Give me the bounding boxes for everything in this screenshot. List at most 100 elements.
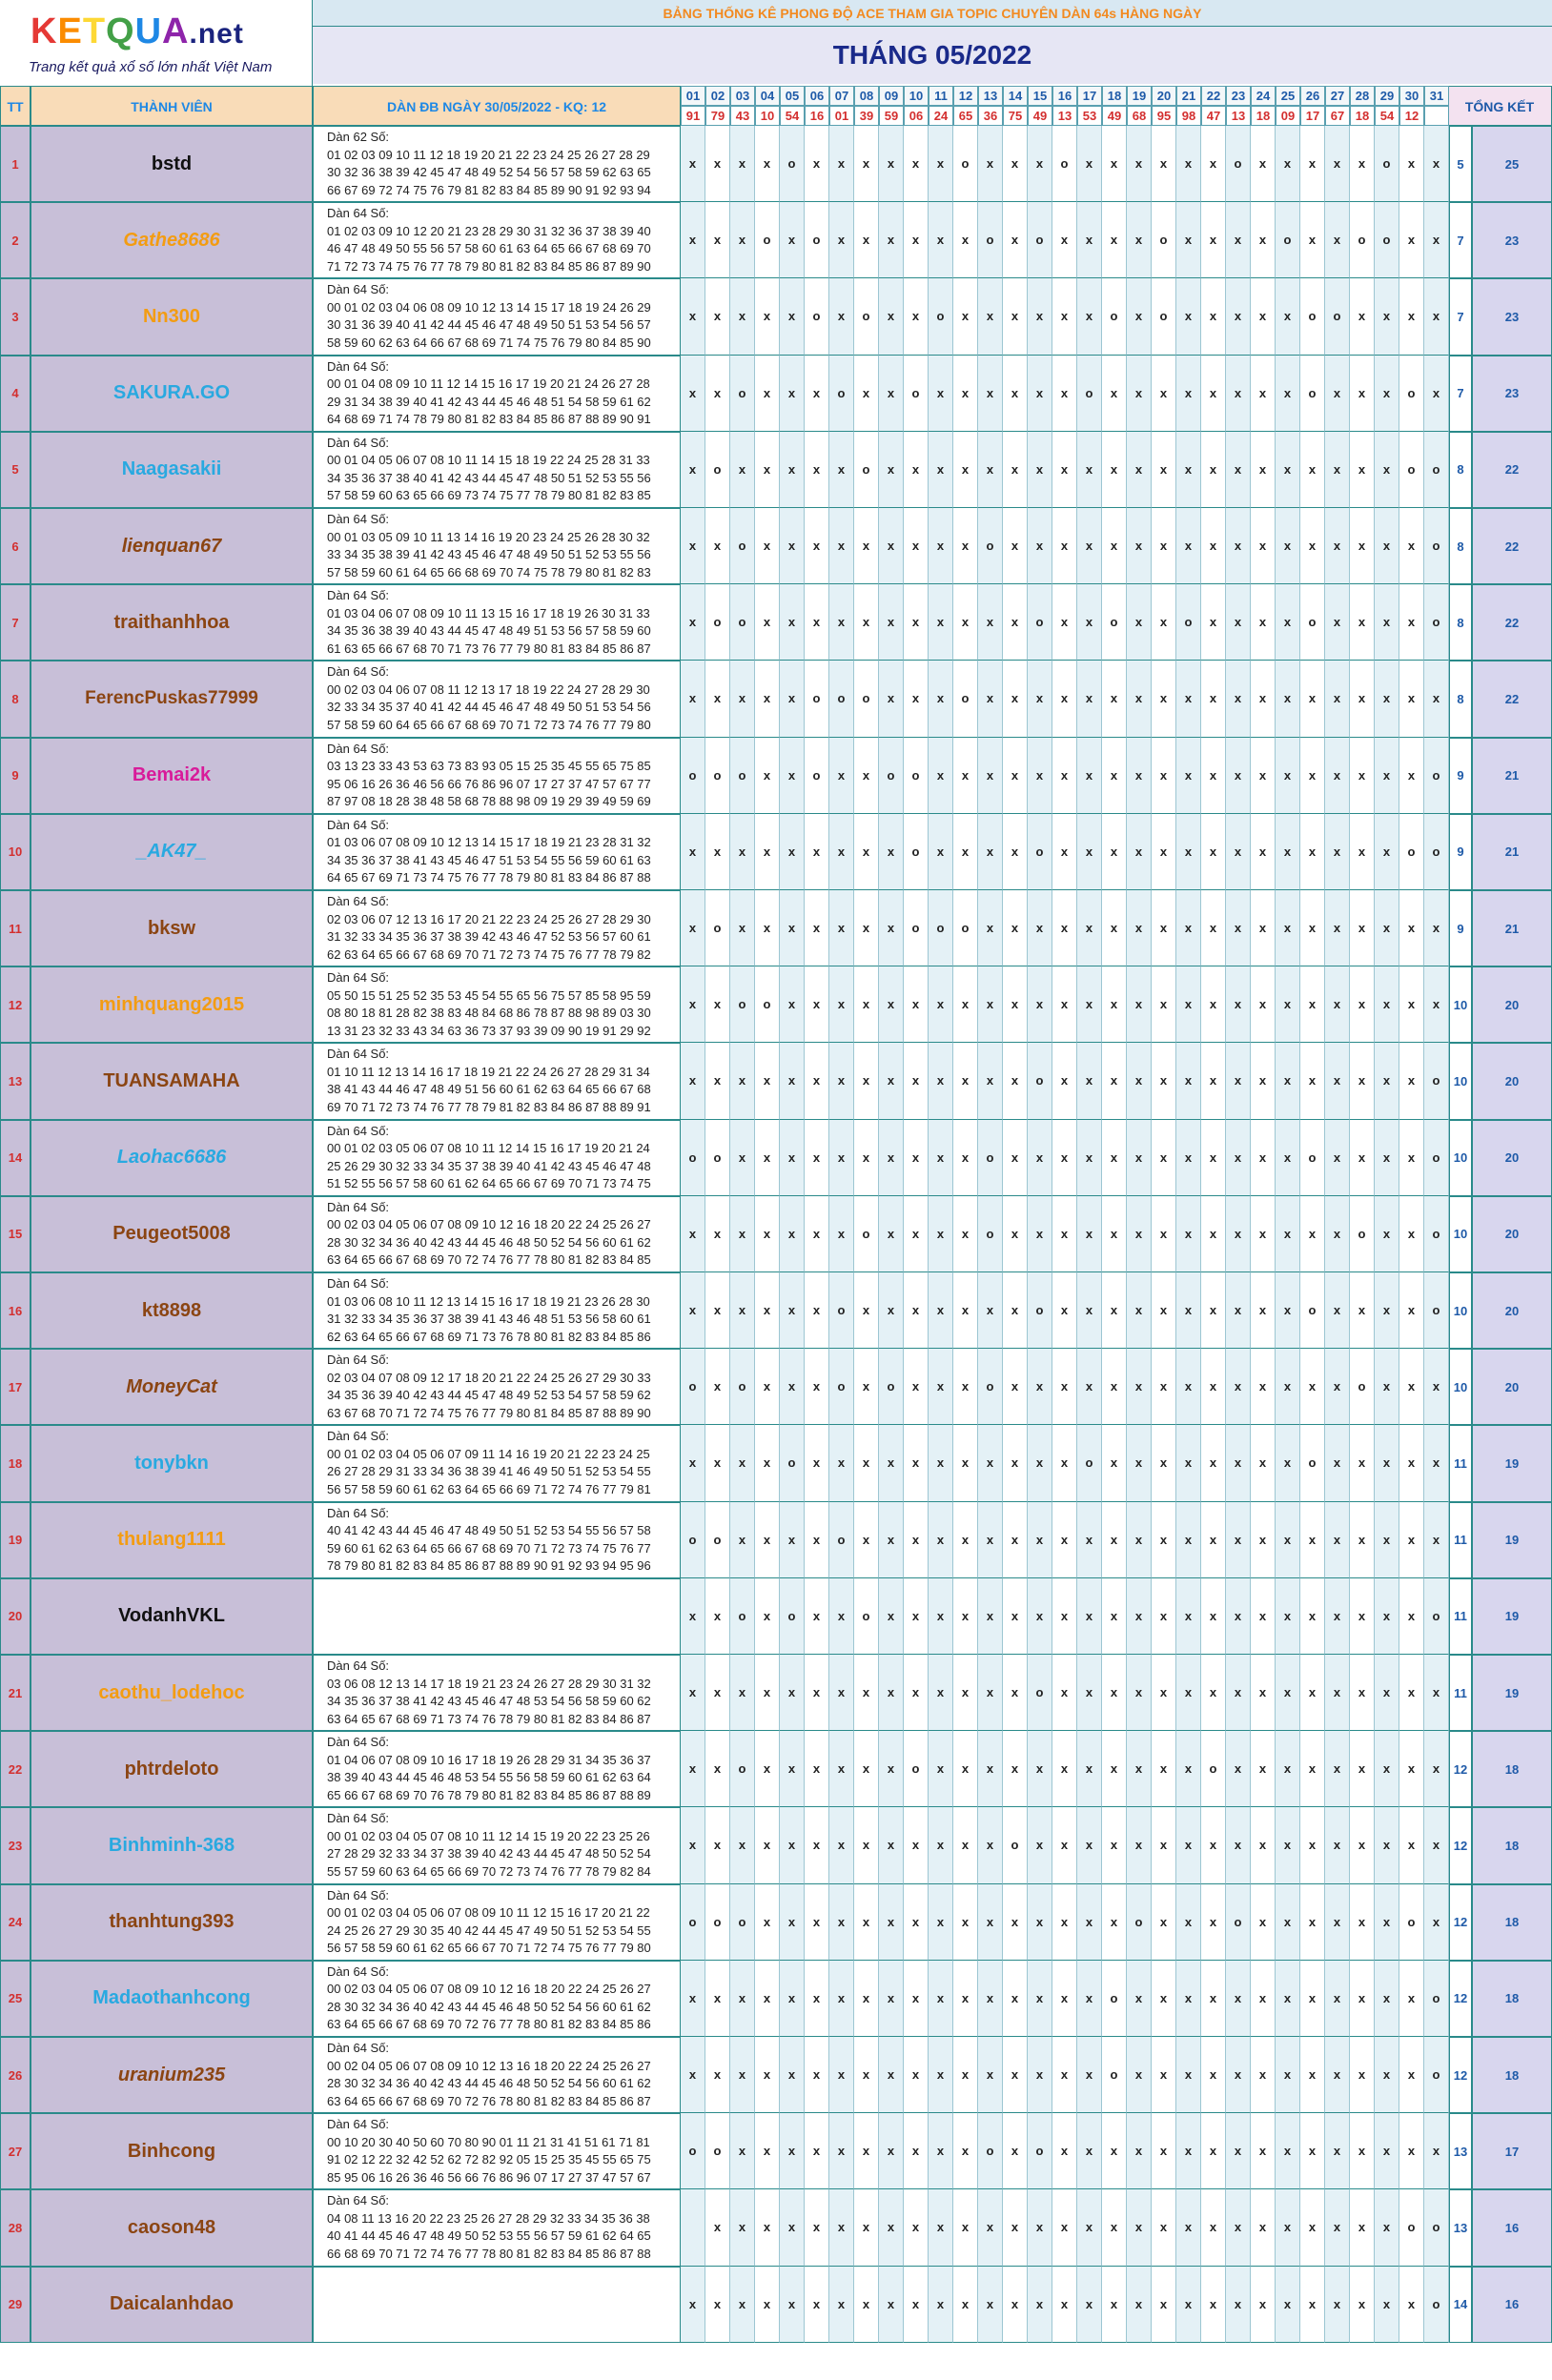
member-name[interactable]: phtrdeloto xyxy=(31,1731,313,1808)
member-name[interactable]: thulang1111 xyxy=(31,1501,313,1578)
member-name[interactable]: Bemai2k xyxy=(31,737,313,814)
total-hits: 23 xyxy=(1472,355,1552,432)
member-name[interactable]: Naagasakii xyxy=(31,431,313,508)
member-name[interactable]: bstd xyxy=(31,126,313,203)
day-result: 53 xyxy=(1077,106,1102,126)
miss-mark: x xyxy=(1003,355,1028,432)
miss-count: 7 xyxy=(1449,355,1472,432)
member-name[interactable]: tonybkn xyxy=(31,1425,313,1502)
miss-mark: x xyxy=(1176,1425,1201,1502)
site-logo[interactable]: KETQUA.net Trang kết quả xổ số lớn nhất … xyxy=(0,0,313,88)
miss-mark: x xyxy=(1399,1577,1424,1655)
miss-mark: x xyxy=(904,1272,929,1350)
miss-mark: x xyxy=(1375,1731,1399,1808)
miss-mark: x xyxy=(780,2037,805,2114)
day-result: 36 xyxy=(978,106,1003,126)
hit-mark: o xyxy=(829,1272,854,1350)
miss-mark: x xyxy=(1251,1425,1276,1502)
miss-mark: x xyxy=(1028,2266,1052,2343)
member-name[interactable]: bksw xyxy=(31,890,313,967)
hit-mark: o xyxy=(730,508,755,585)
member-name[interactable]: TUANSAMAHA xyxy=(31,1043,313,1120)
miss-mark: x xyxy=(1077,126,1102,203)
miss-mark: x xyxy=(1077,661,1102,738)
member-name[interactable]: Nn300 xyxy=(31,278,313,356)
miss-mark: x xyxy=(1399,661,1424,738)
member-name[interactable]: Gathe8686 xyxy=(31,202,313,279)
member-name[interactable]: minhquang2015 xyxy=(31,966,313,1044)
hit-mark: o xyxy=(705,737,730,814)
miss-mark: x xyxy=(705,278,730,356)
member-name[interactable]: caoson48 xyxy=(31,2189,313,2267)
member-name[interactable]: uranium235 xyxy=(31,2037,313,2114)
miss-mark: x xyxy=(1201,1577,1226,1655)
member-name[interactable]: Binhminh-368 xyxy=(31,1807,313,1884)
miss-mark: x xyxy=(1152,2113,1176,2190)
miss-mark: x xyxy=(1276,1501,1300,1578)
miss-mark: x xyxy=(1003,1425,1028,1502)
member-name[interactable]: MoneyCat xyxy=(31,1349,313,1426)
member-name[interactable]: FerencPuskas77999 xyxy=(31,661,313,738)
miss-mark: x xyxy=(1375,2189,1399,2267)
miss-mark: x xyxy=(978,1425,1003,1502)
day-result: 09 xyxy=(1276,106,1300,126)
member-name[interactable]: Laohac6686 xyxy=(31,1119,313,1196)
miss-mark: x xyxy=(1424,966,1449,1044)
member-name[interactable]: caothu_lodehoc xyxy=(31,1655,313,1732)
member-name[interactable]: kt8898 xyxy=(31,1272,313,1350)
miss-mark: x xyxy=(1102,508,1127,585)
miss-mark: x xyxy=(681,1577,705,1655)
miss-mark: x xyxy=(879,278,904,356)
miss-mark: x xyxy=(805,431,829,508)
miss-mark: x xyxy=(978,355,1003,432)
miss-mark: x xyxy=(904,661,929,738)
miss-mark: x xyxy=(1127,584,1152,661)
miss-mark: x xyxy=(1176,355,1201,432)
miss-mark: x xyxy=(780,2266,805,2343)
miss-mark: x xyxy=(730,1960,755,2037)
member-name[interactable]: SAKURA.GO xyxy=(31,355,313,432)
miss-mark: x xyxy=(1102,202,1127,279)
miss-mark: x xyxy=(1077,2266,1102,2343)
member-name[interactable]: Peugeot5008 xyxy=(31,1195,313,1272)
miss-mark: x xyxy=(1424,1883,1449,1961)
member-name[interactable]: _AK47_ xyxy=(31,813,313,890)
member-name[interactable]: traithanhhoa xyxy=(31,584,313,661)
miss-mark: x xyxy=(1350,966,1375,1044)
miss-mark: x xyxy=(755,1655,780,1732)
miss-mark: x xyxy=(1127,278,1152,356)
miss-mark: x xyxy=(1102,2113,1127,2190)
miss-mark: x xyxy=(780,966,805,1044)
miss-mark: x xyxy=(1424,202,1449,279)
miss-mark: x xyxy=(1152,1731,1176,1808)
day-result: 12 xyxy=(1399,106,1424,126)
member-name[interactable]: lienquan67 xyxy=(31,508,313,585)
miss-mark: x xyxy=(1152,1119,1176,1196)
miss-mark: x xyxy=(929,2113,953,2190)
miss-mark: x xyxy=(978,1883,1003,1961)
number-set: Dàn 64 Số: 00 01 02 03 04 06 08 09 10 12… xyxy=(313,278,681,356)
miss-mark: x xyxy=(1226,355,1251,432)
total-hits: 19 xyxy=(1472,1425,1552,1502)
hit-mark: o xyxy=(904,890,929,967)
day-result: 59 xyxy=(879,106,904,126)
member-name[interactable]: Daicalanhdao xyxy=(31,2266,313,2343)
miss-mark: x xyxy=(1325,431,1350,508)
miss-mark: x xyxy=(1003,1731,1028,1808)
member-name[interactable]: Madaothanhcong xyxy=(31,1960,313,2037)
miss-mark: x xyxy=(1276,661,1300,738)
hit-mark: o xyxy=(805,737,829,814)
miss-mark: x xyxy=(1028,1883,1052,1961)
hit-mark: o xyxy=(1399,2189,1424,2267)
hit-mark: o xyxy=(705,1883,730,1961)
miss-mark: x xyxy=(854,1272,879,1350)
miss-mark: x xyxy=(681,661,705,738)
miss-mark: x xyxy=(904,278,929,356)
member-name[interactable]: thanhtung393 xyxy=(31,1883,313,1961)
member-name[interactable]: Binhcong xyxy=(31,2113,313,2190)
day-result: 39 xyxy=(854,106,879,126)
day-number: 20 xyxy=(1152,86,1176,106)
member-name[interactable]: VodanhVKL xyxy=(31,1577,313,1655)
hit-mark: o xyxy=(1300,1425,1325,1502)
miss-count: 10 xyxy=(1449,1195,1472,1272)
